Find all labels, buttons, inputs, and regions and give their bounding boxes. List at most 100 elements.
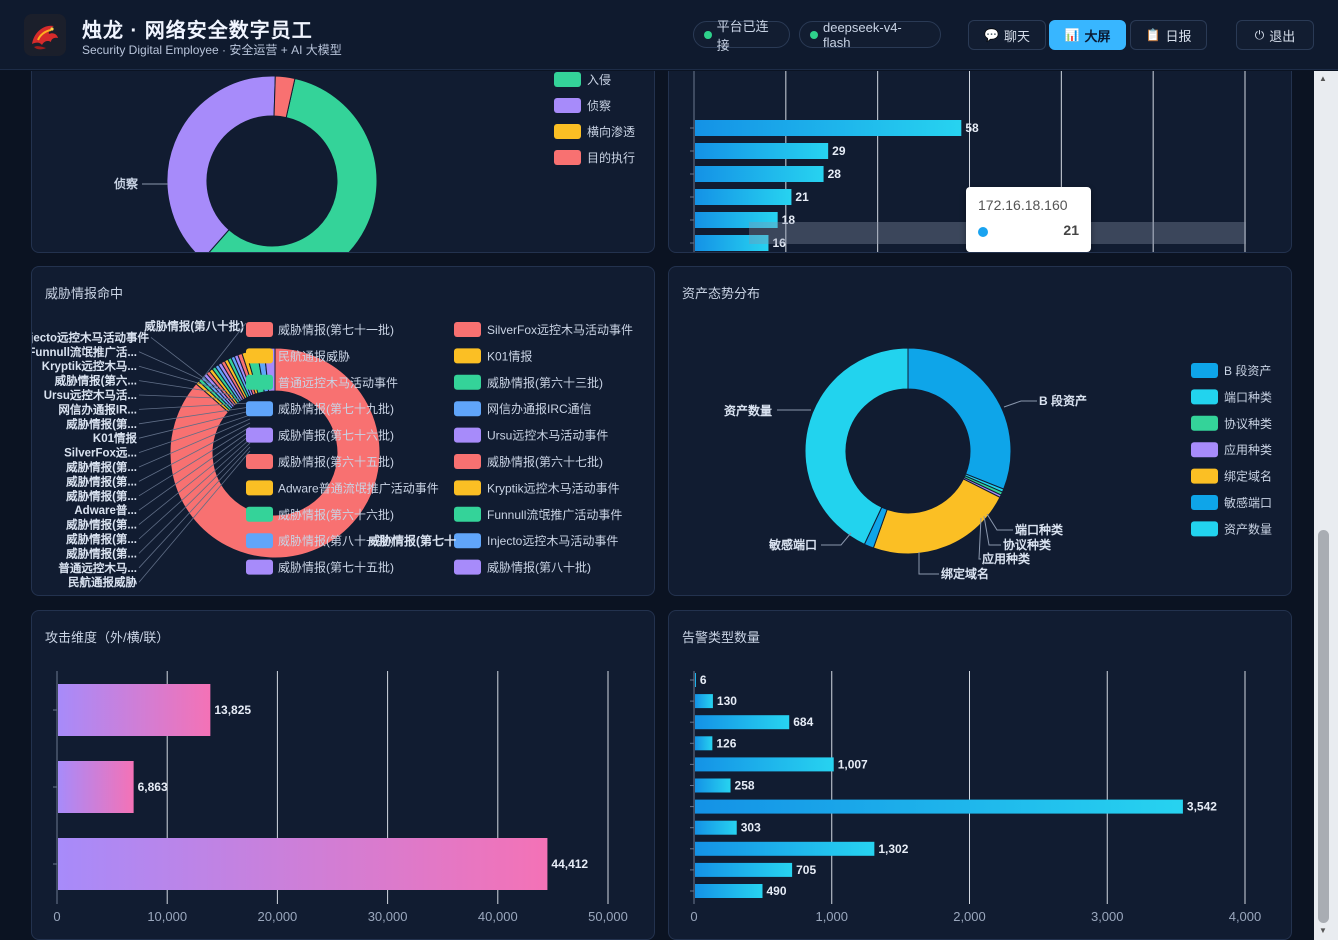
label-leader — [138, 380, 235, 396]
label-leader — [138, 418, 251, 468]
legend-label: 威胁情报(第六十五批) — [278, 454, 394, 469]
slice-label: SilverFox远... — [64, 447, 137, 460]
bar-value-label: 684 — [793, 715, 813, 729]
tooltip-dot-icon — [978, 227, 988, 237]
chat-nav-button[interactable]: 💬 聊天 — [968, 20, 1046, 50]
donut-slice-资产数量 — [804, 347, 909, 545]
dashboard-nav-button[interactable]: 📊 大屏 — [1049, 20, 1126, 50]
legend-swatch — [554, 150, 581, 165]
chart-x-ticks: 0 10,000 20,000 30,000 40,000 50,000 — [53, 909, 628, 924]
bar-value-label: 18 — [782, 213, 796, 227]
bar — [695, 884, 763, 898]
legend-swatch — [454, 454, 481, 469]
label-leader — [150, 337, 211, 384]
callout-line — [986, 513, 1013, 531]
label-leader — [138, 426, 251, 497]
bar — [695, 715, 790, 730]
bar-value-label: 258 — [735, 779, 755, 793]
callout-label-recon: 侦察 — [113, 176, 139, 191]
scroll-up-arrow-icon[interactable]: ▲ — [1319, 74, 1327, 83]
donut-slice-目的执行 — [273, 75, 296, 119]
x-tick-label: 2,000 — [953, 909, 986, 924]
label-leader — [201, 322, 247, 380]
bar-value-label: 303 — [741, 821, 761, 835]
slice-label: 威胁情报(第八十批) — [144, 319, 244, 333]
platform-status-badge: 平台已连接 — [693, 19, 790, 53]
x-tick-label: 40,000 — [478, 909, 518, 924]
bar-value-label: 13,825 — [214, 703, 251, 717]
power-icon: ⏻ — [1254, 27, 1265, 42]
legend-label: 协议种类 — [1224, 416, 1272, 431]
threat-intel-labels: 威胁情报(第八十批)Injecto远控木马活动事件Funnull流氓推广活...… — [32, 319, 251, 589]
logout-button[interactable]: ⏻ 退出 — [1236, 20, 1314, 50]
label-leader — [138, 365, 227, 392]
attack-dimension-card: 攻击维度（外/横/联） 13,825 6,863 44,412 0 10,000 20,… — [31, 610, 655, 940]
legend-swatch — [1191, 363, 1218, 378]
legend-label: 威胁情报(第六十六批) — [278, 507, 394, 522]
app-subtitle: Security Digital Employee · 安全运营 + AI 大模… — [82, 43, 342, 57]
attacker-ip-card: 58292821181616 020406080100120 172.16.18… — [668, 71, 1292, 253]
donut-slice-侦察 — [166, 75, 276, 252]
kill-chain-card: 入侵 侦察 横向渗透 目的执行 侦察 入侵 — [31, 71, 655, 253]
slice-label: 威胁情报(第... — [66, 474, 137, 488]
legend-label: 民航通报威胁 — [278, 348, 350, 363]
legend-label: Funnull流氓推广活动事件 — [487, 508, 622, 522]
bar-chart-icon: 📊 — [1064, 28, 1080, 42]
report-nav-button[interactable]: 📋 日报 — [1130, 20, 1207, 50]
online-dot-icon — [810, 30, 818, 39]
label-leader — [138, 434, 251, 525]
label-leader — [138, 406, 251, 425]
app-title: 烛龙 · 网络安全数字员工 — [82, 20, 313, 42]
chart-grid — [690, 71, 1246, 252]
bar — [695, 841, 875, 856]
legend-swatch — [1191, 521, 1218, 537]
bar — [695, 189, 792, 205]
card-title: 攻击维度（外/横/联） — [45, 630, 170, 645]
callout-label: 绑定域名 — [941, 566, 989, 581]
legend-label: 威胁情报(第七十九批) — [278, 401, 394, 416]
x-tick-label: 10,000 — [147, 909, 187, 924]
label-leader — [138, 442, 251, 554]
bar — [58, 761, 134, 813]
scrollbar-thumb[interactable] — [1318, 530, 1329, 923]
bar — [695, 736, 713, 751]
slice-label: 威胁情报(第... — [66, 460, 137, 474]
slice-label: Funnull流氓推广活... — [32, 345, 137, 359]
legend-label: Kryptik远控木马活动事件 — [487, 481, 620, 495]
bar — [695, 778, 731, 793]
callout-line — [918, 552, 939, 575]
dashboard-content: 入侵 侦察 横向渗透 目的执行 侦察 入侵 58292821181616 020… — [0, 71, 1314, 940]
scroll-down-arrow-icon[interactable]: ▼ — [1319, 926, 1327, 935]
slice-label: Kryptik远控木马... — [42, 359, 137, 373]
label-leader — [138, 446, 251, 569]
label-leader — [138, 410, 251, 439]
logout-label: 退出 — [1269, 28, 1296, 44]
legend-label: 端口种类 — [1224, 390, 1272, 404]
callout-label: 资产数量 — [724, 403, 772, 418]
legend-swatch — [246, 427, 273, 443]
bar-value-label: 126 — [716, 736, 736, 750]
legend-swatch — [554, 98, 581, 113]
x-tick-label: 0 — [53, 909, 60, 924]
x-tick-label: 1,000 — [815, 909, 848, 924]
legend-swatch — [246, 454, 273, 469]
legend-label: 威胁情报(第七十六批) — [278, 428, 394, 443]
callout-line — [821, 532, 852, 546]
asset-posture-card: 资产态势分布 B 段资产 端口种类 协议种类 应用种类 绑定域名 敏感端口 资产数量 B 段… — [668, 266, 1292, 596]
legend-swatch — [246, 506, 273, 522]
bar — [695, 694, 713, 709]
tooltip-value: 21 — [1063, 222, 1079, 238]
legend-label: 威胁情报(第六十三批) — [487, 375, 603, 390]
legend-label: 威胁情报(第六十七批) — [487, 454, 603, 469]
slice-label: 威胁情报(第... — [66, 532, 137, 546]
alert-types-chart: 6 130 684 126 1,007 258 3,542 303 1,302 705 490 0 1… — [690, 671, 1261, 924]
threat-intel-chart: 威胁情报(第八十批) Injecto远控木马活动事件 Funnull流氓推广活...… — [32, 319, 633, 589]
dragon-logo-icon — [24, 14, 66, 56]
bar — [695, 120, 962, 136]
slice-label: 网信办通报IR... — [58, 402, 137, 416]
legend-label: Injecto远控木马活动事件 — [487, 534, 618, 548]
legend-label: 威胁情报(第七十一批) — [278, 322, 394, 337]
bar — [58, 838, 548, 890]
